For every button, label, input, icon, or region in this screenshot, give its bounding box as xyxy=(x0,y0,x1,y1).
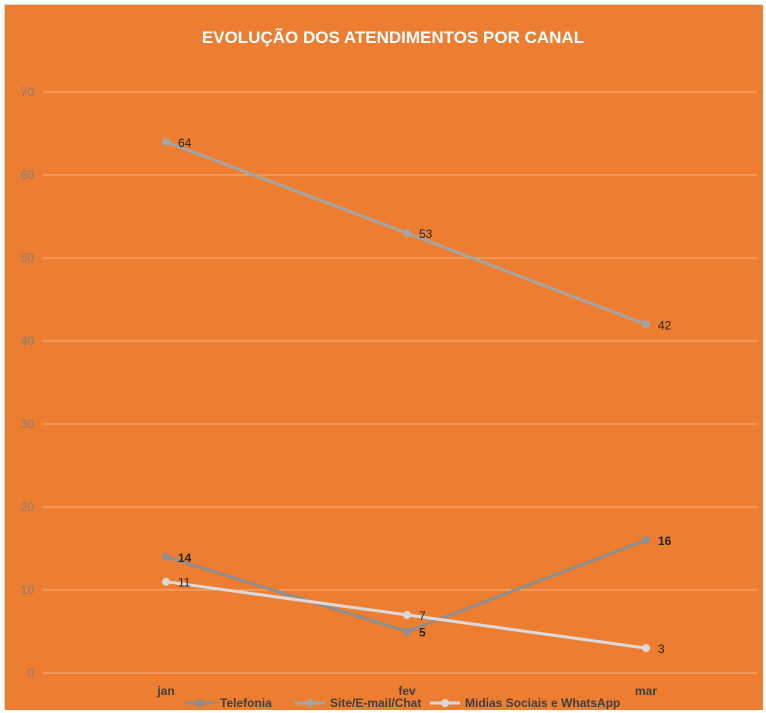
y-tick-label-70: 70 xyxy=(21,85,35,99)
chart-frame: EVOLUÇÃO DOS ATENDIMENTOS POR CANAL 0 10 2… xyxy=(4,4,763,710)
data-point-2-1 xyxy=(403,610,411,619)
x-tick-label-jan: jan xyxy=(156,684,174,698)
legend-marker-0 xyxy=(196,699,204,707)
legend: Telefonia Site/E-mail/Chat Midias Sociais … xyxy=(185,696,620,710)
data-label-1-1: 53 xyxy=(419,227,433,241)
gridlines xyxy=(43,91,757,674)
data-point-0-2 xyxy=(642,536,650,545)
data-point-1-2 xyxy=(642,320,650,329)
data-label-2-0: 11 xyxy=(178,576,191,590)
legend-label-1: Site/E-mail/Chat xyxy=(330,696,421,710)
y-tick-label-20: 20 xyxy=(21,500,35,514)
y-tick-label-30: 30 xyxy=(21,417,35,431)
data-point-1-0 xyxy=(162,137,170,146)
y-tick-label-60: 60 xyxy=(21,168,35,182)
legend-label-2: Midias Sociais e WhatsApp xyxy=(465,696,620,710)
x-tick-label-mar: mar xyxy=(635,684,657,698)
chart-title: EVOLUÇÃO DOS ATENDIMENTOS POR CANAL xyxy=(202,27,584,47)
x-tick-label-fev: fev xyxy=(398,684,416,698)
data-point-1-1 xyxy=(403,229,411,238)
series-layer xyxy=(162,137,650,653)
legend-marker-2 xyxy=(441,699,449,707)
data-label-1-2: 42 xyxy=(658,318,672,332)
y-tick-label-0: 0 xyxy=(27,666,34,680)
line-chart: EVOLUÇÃO DOS ATENDIMENTOS POR CANAL 0 10 2… xyxy=(5,5,763,710)
legend-marker-1 xyxy=(306,699,314,707)
legend-label-0: Telefonia xyxy=(220,696,272,710)
data-point-2-2 xyxy=(642,644,650,653)
chart-background xyxy=(5,5,763,710)
y-tick-label-10: 10 xyxy=(21,583,35,597)
data-point-2-0 xyxy=(162,577,170,586)
data-labels: 14 5 16 64 53 42 11 7 3 xyxy=(178,136,672,656)
data-label-1-0: 64 xyxy=(178,136,192,150)
y-axis-ticks: 0 10 20 30 40 50 60 70 xyxy=(21,85,35,680)
data-label-2-1: 7 xyxy=(419,609,426,623)
y-tick-label-40: 40 xyxy=(21,334,35,348)
data-label-0-0: 14 xyxy=(178,551,192,565)
data-label-2-2: 3 xyxy=(658,642,665,656)
x-axis-ticks: jan fev mar xyxy=(156,684,657,698)
data-point-0-0 xyxy=(162,552,170,561)
y-tick-label-50: 50 xyxy=(21,251,35,265)
data-label-0-1: 5 xyxy=(419,626,426,640)
data-label-0-2: 16 xyxy=(658,534,672,548)
data-point-0-1 xyxy=(403,627,411,636)
